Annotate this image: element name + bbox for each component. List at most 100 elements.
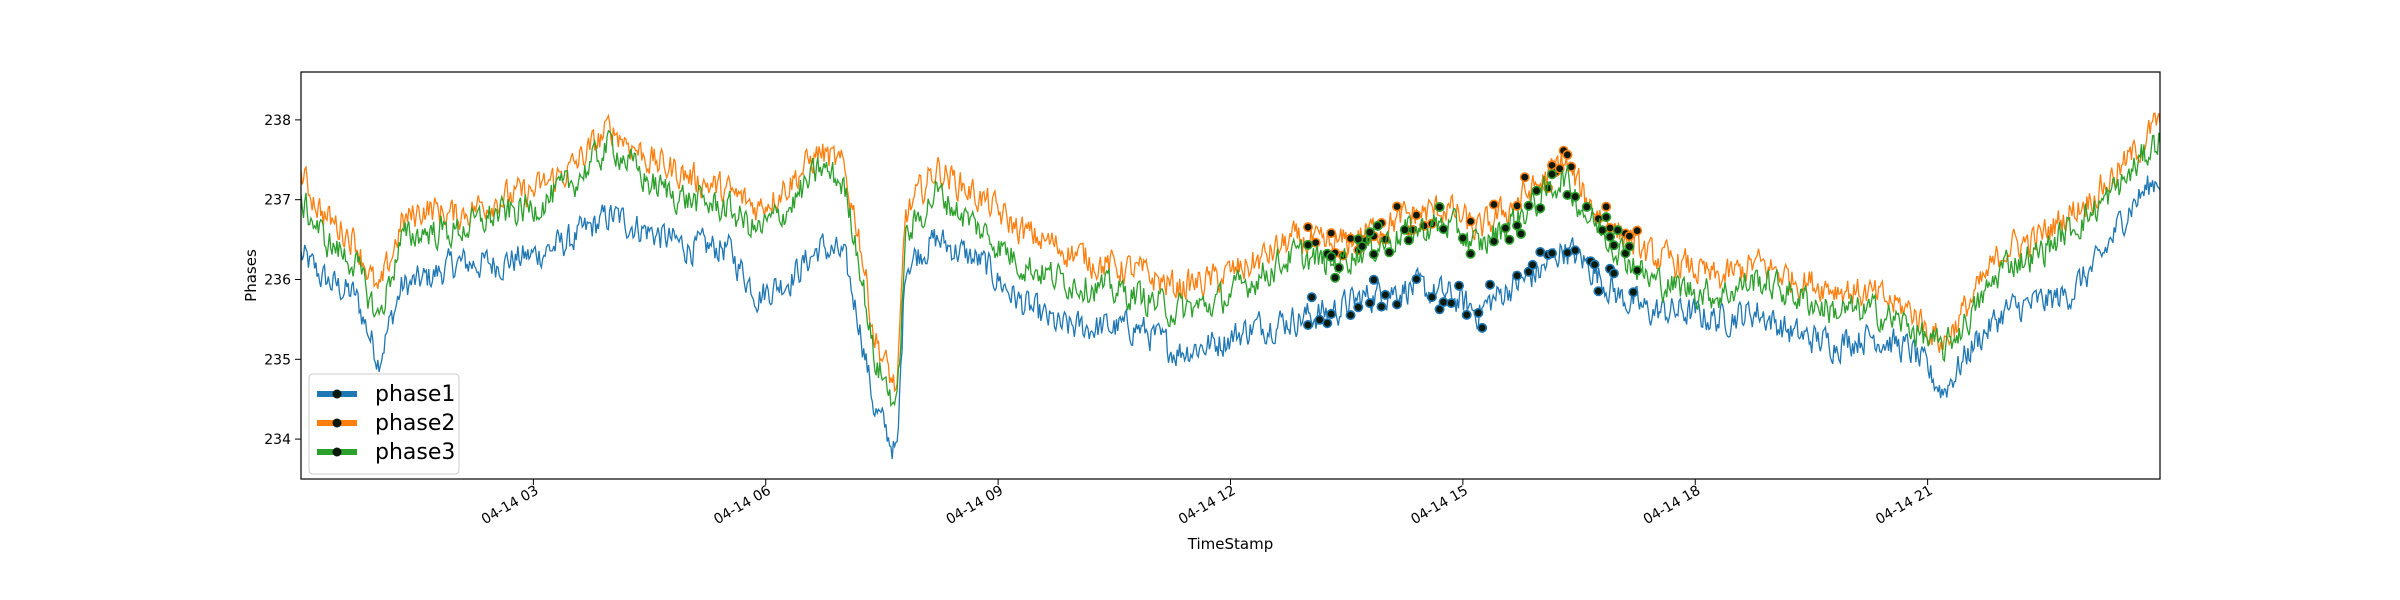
marker-phase3	[1438, 224, 1449, 235]
marker-phase1	[1593, 286, 1604, 297]
marker-phase3	[1399, 224, 1410, 235]
marker-phase3	[1632, 265, 1643, 276]
marker-phase1	[1446, 298, 1457, 309]
marker-phase1	[1364, 298, 1375, 309]
marker-phase1	[1353, 302, 1364, 313]
marker-phase1	[1380, 289, 1391, 300]
marker-phase1	[1461, 309, 1472, 320]
marker-phase3	[1465, 248, 1476, 259]
marker-phase3	[1581, 201, 1592, 212]
marker-phase3	[1364, 227, 1375, 238]
x-axis: 04-14 03 04-14 06 04-14 09 04-14 12 04-14 15…	[479, 479, 1936, 528]
marker-phase2	[1465, 216, 1476, 227]
marker-phase1	[1368, 274, 1379, 285]
y-tick-label: 237	[264, 193, 291, 209]
marker-phase3	[1504, 234, 1515, 245]
marker-phase3	[1372, 220, 1383, 231]
marker-phase3	[1608, 240, 1619, 251]
marker-phase1	[1303, 319, 1314, 330]
marker-phase3	[1601, 212, 1612, 223]
marker-phase3	[1333, 262, 1344, 273]
legend-label-phase2: phase2	[375, 411, 455, 436]
marker-phase3	[1330, 272, 1341, 283]
x-tick-label: 04-14 18	[1641, 483, 1704, 528]
marker-phase2	[1303, 222, 1314, 233]
marker-phase3	[1597, 225, 1608, 236]
marker-phase1	[1608, 268, 1619, 279]
marker-phase2	[1519, 172, 1530, 183]
x-tick-label: 04-14 15	[1408, 483, 1471, 528]
marker-group-phase3	[1303, 169, 1643, 283]
marker-phase1	[1392, 299, 1403, 310]
marker-phase1	[1547, 248, 1558, 259]
marker-phase3	[1516, 228, 1527, 239]
marker-phase3	[1434, 202, 1445, 213]
marker-phase1	[1326, 308, 1337, 319]
marker-phase1	[1426, 292, 1437, 303]
marker-phase1	[1322, 318, 1333, 329]
marker-phase3	[1523, 200, 1534, 211]
x-tick-label: 04-14 09	[944, 483, 1007, 528]
marker-phase2	[1488, 199, 1499, 210]
legend-marker-phase3	[332, 447, 342, 457]
marker-phase1	[1589, 259, 1600, 270]
x-tick-label: 04-14 03	[479, 483, 542, 528]
marker-phase1	[1527, 259, 1538, 270]
marker-phase1	[1512, 270, 1523, 281]
y-tick-label: 234	[264, 432, 291, 448]
marker-phase3	[1531, 185, 1542, 196]
plot-area	[301, 112, 2160, 460]
y-axis-title: Phases	[242, 249, 260, 302]
marker-phase3	[1303, 239, 1314, 250]
x-tick-label: 04-14 06	[711, 483, 774, 528]
legend-marker-phase1	[332, 389, 342, 399]
marker-phase1	[1411, 274, 1422, 285]
marker-phase2	[1512, 200, 1523, 211]
marker-phase3	[1457, 233, 1468, 244]
marker-phase3	[1612, 225, 1623, 236]
series-line-phase1	[301, 175, 2160, 460]
marker-phase1	[1473, 307, 1484, 318]
marker-phase3	[1512, 220, 1523, 231]
marker-phase1	[1477, 322, 1488, 333]
marker-phase3	[1357, 241, 1368, 252]
x-tick-label: 04-14 12	[1176, 483, 1239, 528]
marker-phase1	[1570, 245, 1581, 256]
marker-phase3	[1326, 251, 1337, 262]
marker-phase3	[1547, 169, 1558, 180]
marker-phase2	[1411, 210, 1422, 221]
marker-phase3	[1488, 236, 1499, 247]
y-tick-label: 238	[264, 113, 291, 129]
y-tick-label: 235	[264, 352, 291, 368]
marker-phase2	[1392, 201, 1403, 212]
marker-phase2	[1601, 201, 1612, 212]
marker-phase3	[1535, 203, 1546, 214]
marker-phase3	[1562, 190, 1573, 201]
marker-phase1	[1454, 280, 1465, 291]
marker-phase2	[1632, 225, 1643, 236]
marker-phase1	[1345, 310, 1356, 321]
marker-phase2	[1562, 149, 1573, 160]
marker-phase3	[1605, 231, 1616, 242]
x-axis-title: TimeStamp	[1187, 535, 1273, 553]
marker-phase1	[1485, 279, 1496, 290]
y-axis: 234 235 236 237 238	[264, 113, 301, 448]
marker-phase3	[1384, 247, 1395, 258]
marker-phase1	[1376, 301, 1387, 312]
marker-phase2	[1326, 228, 1337, 239]
marker-phase3	[1624, 241, 1635, 252]
marker-phase1	[1306, 292, 1317, 303]
marker-phase2	[1624, 231, 1635, 242]
legend-marker-phase2	[332, 418, 342, 428]
marker-phase1	[1628, 287, 1639, 298]
legend-label-phase1: phase1	[375, 382, 455, 407]
legend-label-phase3: phase3	[375, 440, 455, 465]
axes-frame	[300, 71, 2161, 480]
marker-phase3	[1403, 235, 1414, 246]
legend: phase1 phase2 phase3	[308, 373, 460, 475]
series-line-phase3	[301, 129, 2160, 408]
marker-phase3	[1570, 191, 1581, 202]
y-tick-label: 236	[264, 272, 291, 288]
marker-group-phase1	[1303, 245, 1639, 333]
